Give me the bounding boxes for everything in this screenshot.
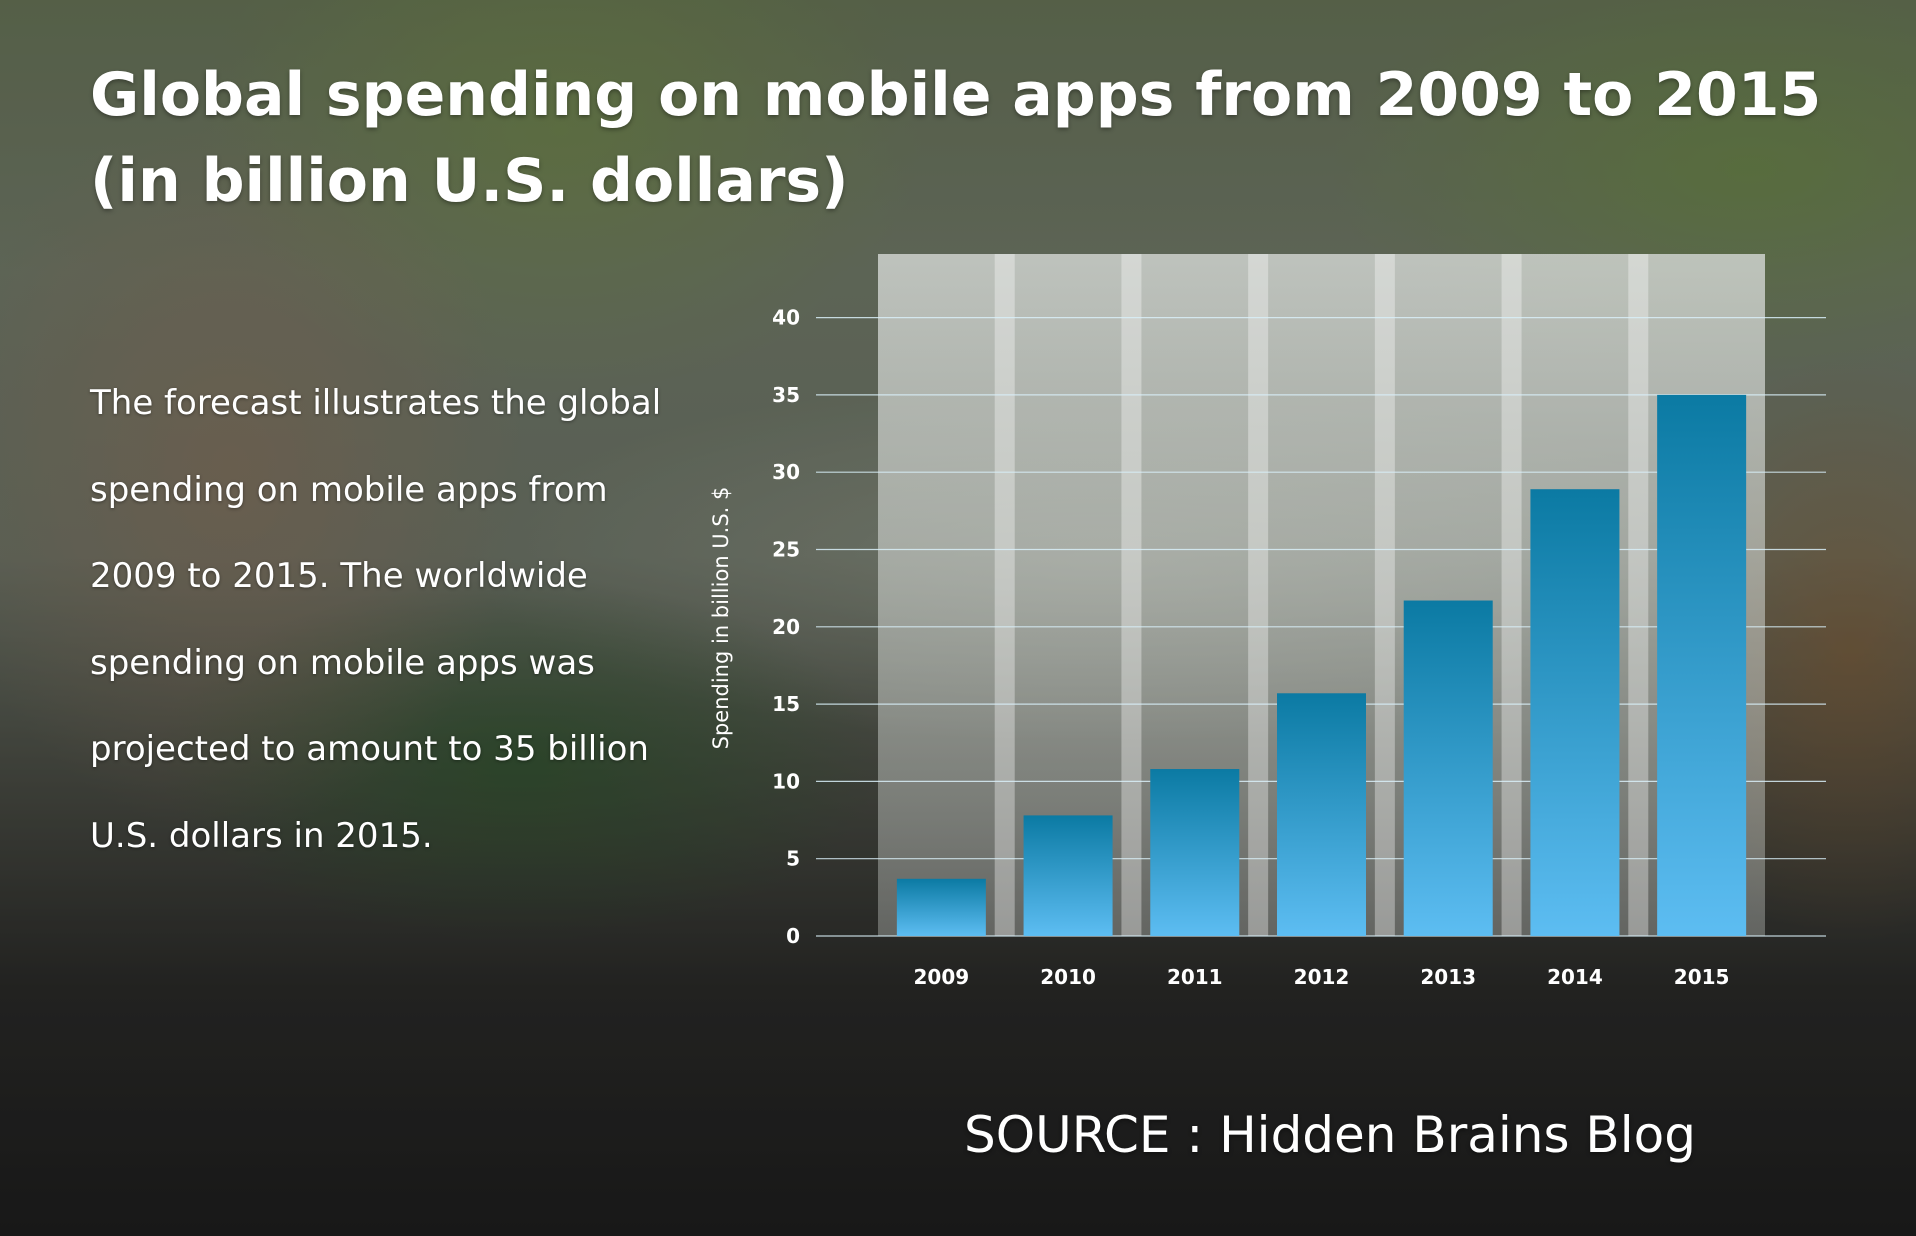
y-tick-label: 15 [772,692,800,716]
x-tick-label: 2012 [1294,965,1350,989]
description-line-2: spending on mobile apps from [90,469,608,510]
column-separator [1501,254,1522,936]
description-line-5: projected to amount to 35 billion [90,729,649,769]
column-separator [1374,254,1395,936]
bar [1403,600,1493,936]
column-separator [994,254,1015,936]
description-line-4: spending on mobile apps was [90,642,595,683]
y-tick-label: 40 [772,306,800,330]
bar [1023,815,1113,936]
y-tick-label: 30 [772,460,800,484]
x-tick-label: 2014 [1547,965,1603,989]
y-tick-label: 35 [772,383,800,407]
bar [896,878,986,936]
x-tick-label: 2009 [914,965,970,989]
bar [1657,394,1747,936]
bar [1530,489,1620,936]
column-separator [1248,254,1269,936]
y-tick-label: 0 [786,924,800,948]
x-tick-label: 2013 [1420,965,1476,989]
y-axis-label: Spending in billion U.S. $ [709,487,733,750]
title-line-1: Global spending on mobile apps from 2009… [90,60,1822,130]
column-separator [1121,254,1142,936]
description-line-1: The forecast illustrates the global [90,383,662,423]
y-tick-label: 25 [772,538,800,562]
description-line-3: 2009 to 2015. The worldwide [90,556,588,596]
description-line-6: U.S. dollars in 2015. [90,815,433,856]
x-tick-label: 2010 [1040,965,1096,989]
x-tick-label: 2015 [1674,965,1730,989]
page-title: Global spending on mobile apps from 2009… [90,52,1822,224]
title-line-2: (in billion U.S. dollars) [90,146,849,216]
y-tick-label: 5 [786,847,800,871]
source-caption: SOURCE : Hidden Brains Blog [964,1106,1696,1164]
y-tick-label: 20 [772,615,800,639]
bar [1150,769,1240,936]
description-text: The forecast illustrates the global spen… [90,360,710,879]
column-separator [1628,254,1649,936]
y-tick-label: 10 [772,769,800,793]
x-tick-label: 2011 [1167,965,1223,989]
bar [1277,693,1366,936]
